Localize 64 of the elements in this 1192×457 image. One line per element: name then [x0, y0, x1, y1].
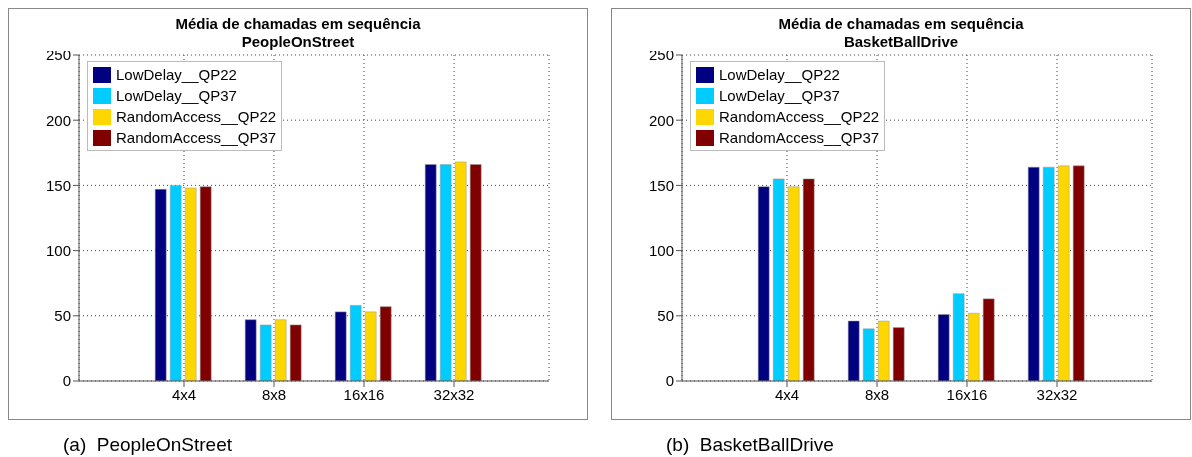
y-tick-label: 150 — [45, 176, 71, 194]
y-tick-label: 150 — [648, 176, 674, 194]
y-tick-label: 100 — [45, 241, 71, 259]
chart-title: Média de chamadas em sequência — [777, 15, 1025, 33]
bar — [937, 314, 950, 381]
bar — [877, 320, 890, 381]
legend-label: RandomAccess__QP22 — [719, 107, 880, 127]
x-tick-label: 8x8 — [261, 385, 287, 403]
bar — [379, 306, 392, 381]
bar — [154, 189, 167, 381]
chart-subtitle: PeopleOnStreet — [241, 33, 355, 50]
y-tick-label: 100 — [648, 241, 674, 259]
legend-label: LowDelay__QP37 — [116, 86, 237, 106]
bar — [454, 161, 467, 381]
x-tick-label: 32x32 — [433, 385, 475, 403]
bar — [169, 185, 182, 381]
bar — [424, 164, 437, 381]
bar — [184, 187, 197, 381]
bar — [364, 311, 377, 381]
legend-label: LowDelay__QP22 — [719, 65, 840, 85]
chart-subtitle: BasketBallDrive — [843, 33, 959, 50]
x-tick-label: 32x32 — [1036, 385, 1078, 403]
legend-label: RandomAccess__QP37 — [719, 128, 880, 148]
bar — [1072, 165, 1085, 381]
legend-label: LowDelay__QP37 — [719, 86, 840, 106]
bar — [847, 320, 860, 381]
y-tick-label: 50 — [657, 307, 674, 325]
bar — [1042, 166, 1055, 381]
bar — [967, 312, 980, 381]
bar — [982, 298, 995, 381]
bar — [274, 319, 287, 381]
bar — [757, 186, 770, 381]
bar — [244, 319, 257, 381]
bar — [334, 311, 347, 381]
bar — [892, 327, 905, 381]
y-tick-label: 200 — [45, 111, 71, 129]
bar — [259, 324, 272, 381]
y-tick-label: 0 — [62, 372, 71, 390]
x-tick-label: 8x8 — [864, 385, 890, 403]
bar — [1027, 166, 1040, 381]
legend-label: LowDelay__QP22 — [116, 65, 237, 85]
y-tick-label: 200 — [648, 111, 674, 129]
bar — [349, 305, 362, 381]
legend-label: RandomAccess__QP37 — [116, 128, 277, 148]
chart-title: Média de chamadas em sequência — [174, 15, 422, 33]
bar — [469, 164, 482, 381]
text: (b) BasketBallDrive — [666, 434, 835, 456]
bar — [1057, 165, 1070, 381]
bar — [862, 328, 875, 381]
bar — [289, 324, 302, 381]
bar — [199, 186, 212, 381]
y-tick-label: 50 — [54, 307, 71, 325]
bar — [439, 164, 452, 381]
y-tick-label: 0 — [665, 372, 674, 390]
x-tick-label: 4x4 — [171, 385, 197, 403]
x-tick-label: 4x4 — [774, 385, 800, 403]
x-tick-label: 16x16 — [343, 385, 385, 403]
legend-label: RandomAccess__QP22 — [116, 107, 277, 127]
text: (a) PeopleOnStreet — [63, 434, 233, 456]
bar — [787, 186, 800, 381]
bar — [802, 178, 815, 381]
bar — [772, 178, 785, 381]
x-tick-label: 16x16 — [946, 385, 988, 403]
bar — [952, 293, 965, 381]
